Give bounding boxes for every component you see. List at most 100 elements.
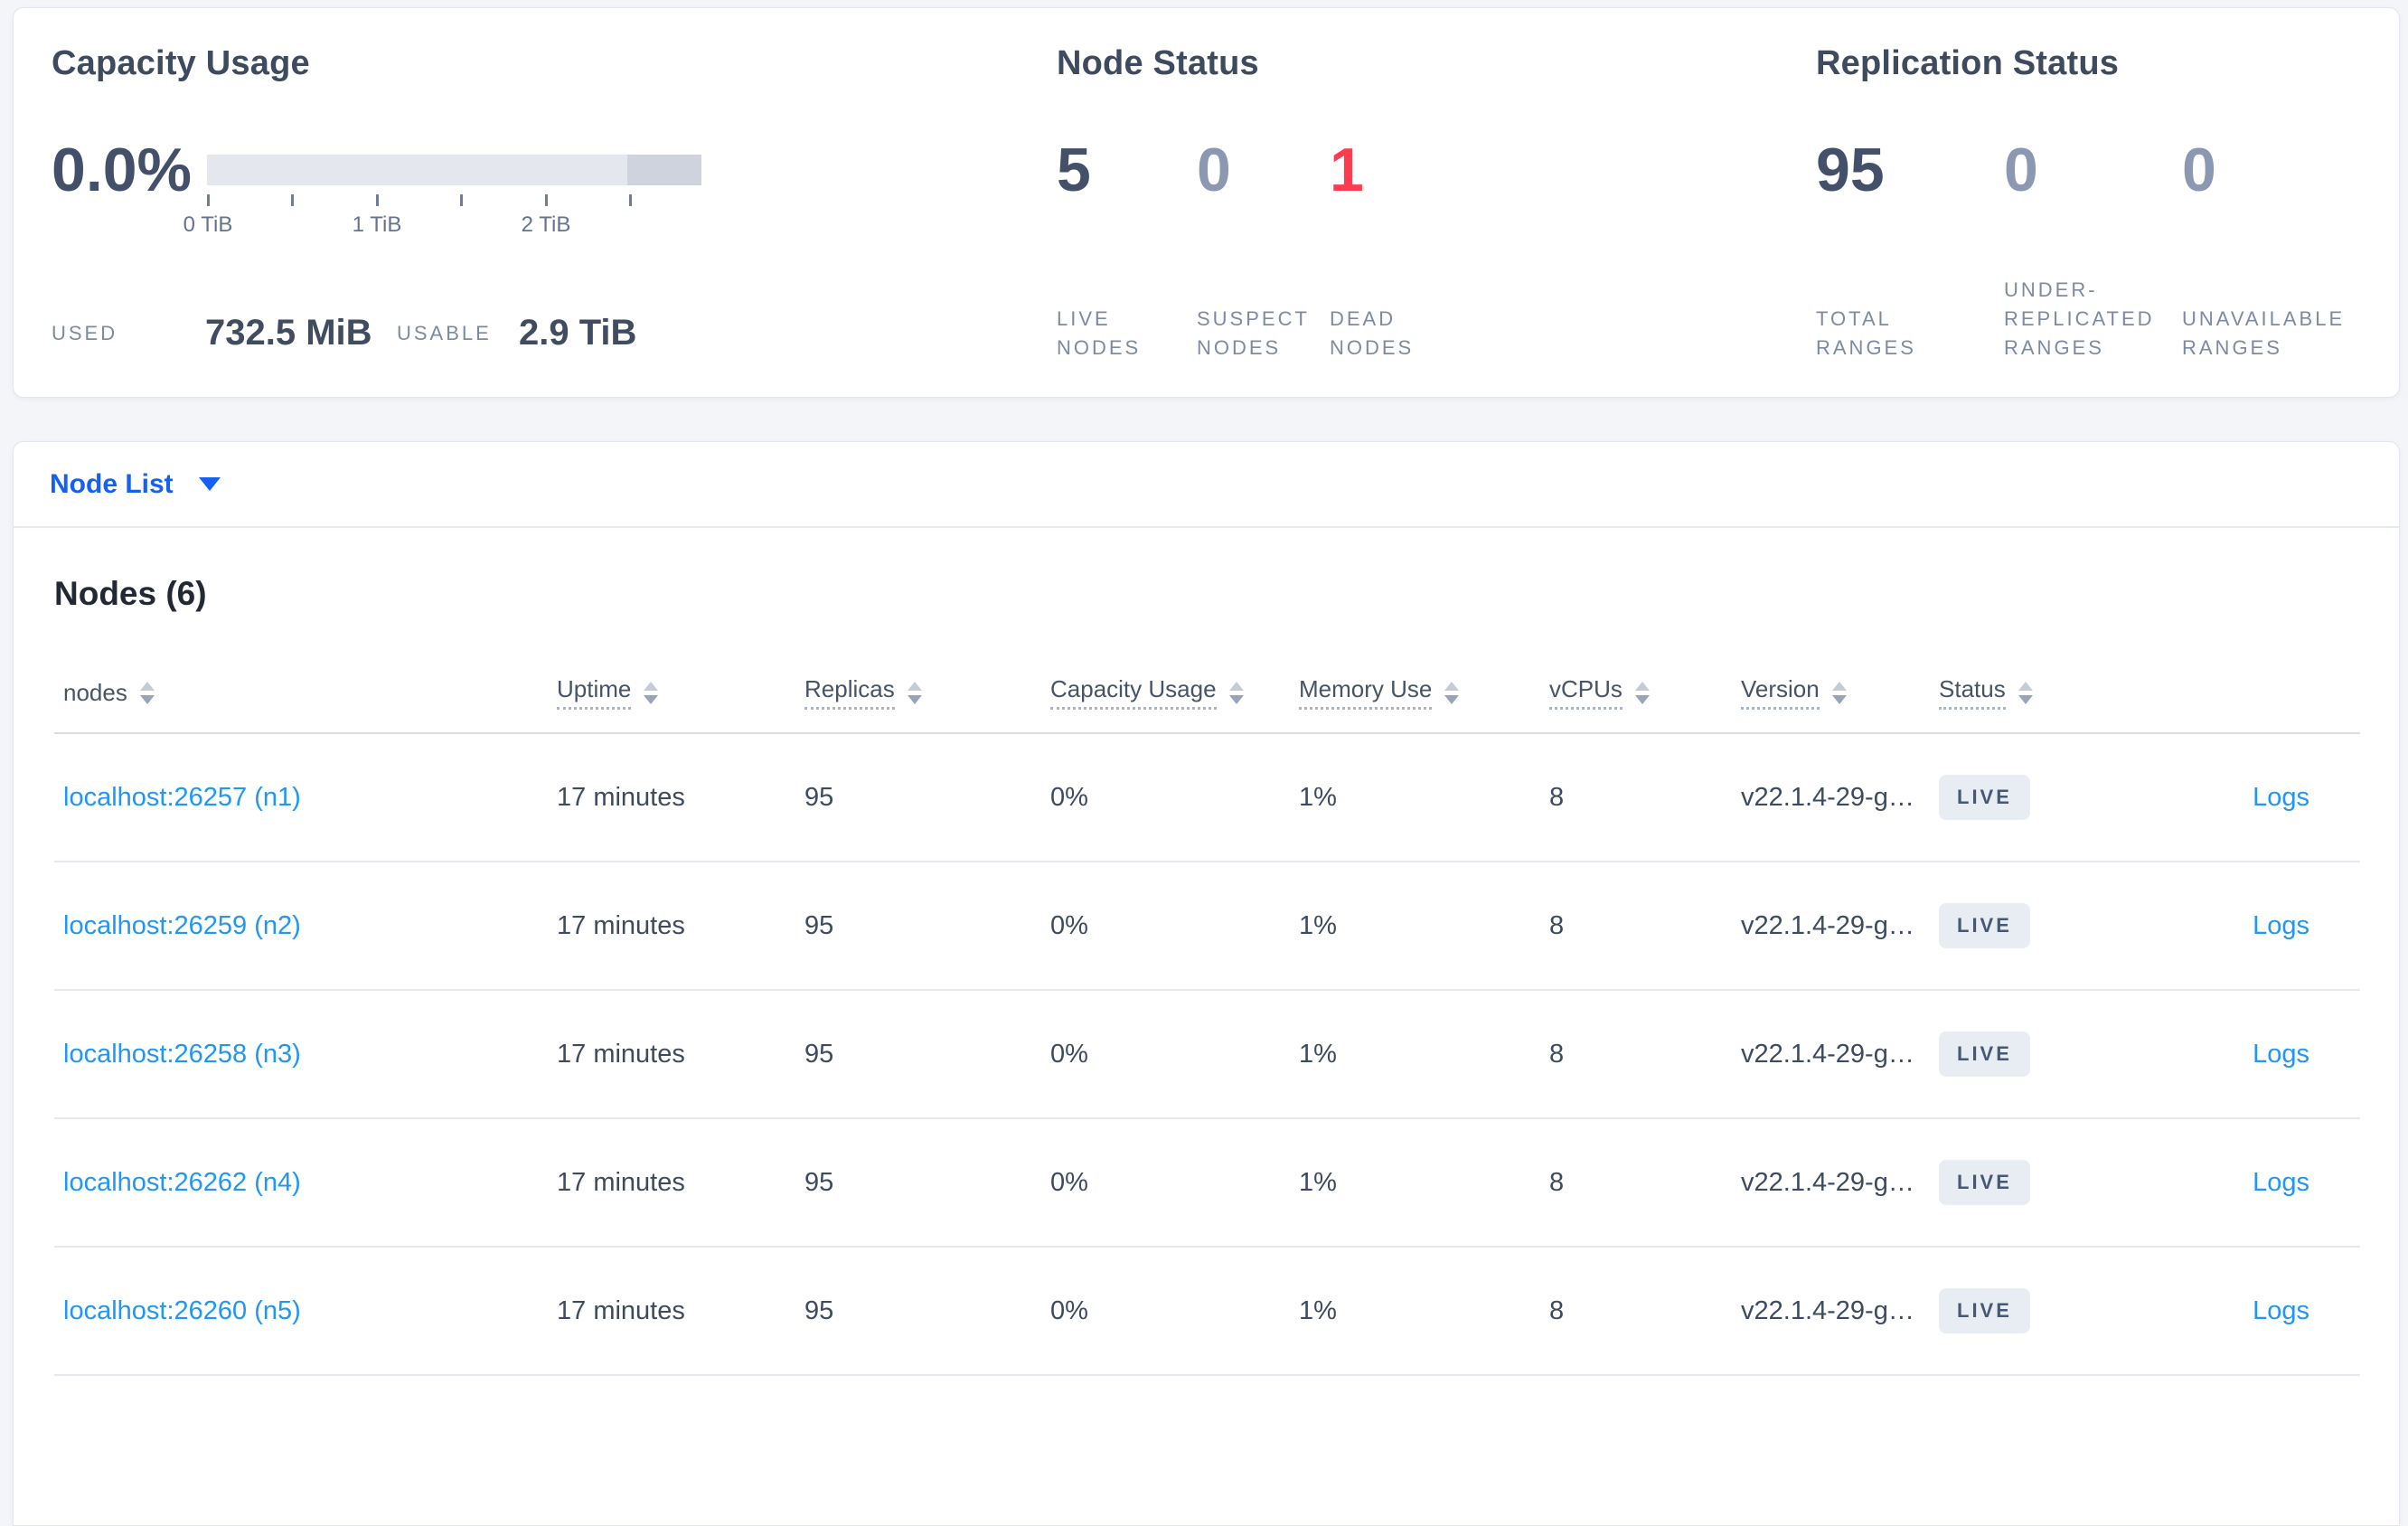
column-header-label: nodes <box>63 678 127 706</box>
column-header-memory[interactable]: Memory Use <box>1299 675 1549 710</box>
sort-icon <box>1228 681 1244 704</box>
axis-tick-label: 2 TiB <box>521 212 571 237</box>
cell-node: localhost:26259 (n2) <box>54 911 557 941</box>
column-header-label: Uptime <box>557 675 632 710</box>
cell-version: v22.1.4-29-g… <box>1741 1295 1914 1325</box>
stat-value: 0 <box>1197 136 1231 204</box>
node-link[interactable]: localhost:26260 (n5) <box>63 1295 301 1325</box>
status-badge: LIVE <box>1939 1031 2030 1077</box>
cell-version: v22.1.4-29-g… <box>1741 910 1914 940</box>
logs-link[interactable]: Logs <box>2253 1167 2309 1197</box>
cluster-summary-panel: Capacity Usage 0.0% 0 TiB 1 TiB 2 TiB US… <box>13 7 2400 398</box>
cell-memory: 1% <box>1299 1295 1337 1325</box>
cell-replicas: 95 <box>804 1167 834 1197</box>
column-header-label: vCPUs <box>1549 675 1623 710</box>
sort-icon <box>907 681 922 704</box>
capacity-bar-track <box>207 155 701 185</box>
used-value: 732.5 MiB <box>205 313 372 353</box>
node-list-panel: Node List Nodes (6) nodes Uptime Replicas C… <box>13 441 2400 1526</box>
stat-value: 0 <box>2004 136 2038 204</box>
table-row: localhost:26257 (n1) 17 minutes 95 0% 1% 8 v22… <box>54 734 2360 862</box>
stat-value: 0 <box>2182 136 2216 204</box>
logs-link[interactable]: Logs <box>2253 1295 2309 1325</box>
node-link[interactable]: localhost:26257 (n1) <box>63 782 301 812</box>
column-header-replicas[interactable]: Replicas <box>804 675 1050 710</box>
cell-logs: Logs <box>2174 1296 2360 1326</box>
cell-capacity: 0% <box>1050 1167 1088 1197</box>
usable-label: USABLE <box>397 321 492 344</box>
status-badge: LIVE <box>1939 775 2030 820</box>
stat-label: DEAD NODES <box>1330 307 1415 359</box>
node-link[interactable]: localhost:26258 (n3) <box>63 1039 301 1069</box>
nodes-table-title: Nodes (6) <box>54 575 207 612</box>
cell-replicas: 95 <box>804 1039 834 1069</box>
column-header-capacity[interactable]: Capacity Usage <box>1050 675 1299 710</box>
table-row: localhost:26259 (n2) 17 minutes 95 0% 1% 8 v22… <box>54 862 2360 991</box>
cell-memory: 1% <box>1299 1039 1337 1069</box>
capacity-bar: 0 TiB 1 TiB 2 TiB <box>183 155 701 237</box>
cell-memory: 1% <box>1299 1167 1337 1197</box>
stat-label: TOTAL RANGES <box>1816 307 1916 359</box>
cell-node: localhost:26257 (n1) <box>54 783 557 813</box>
sort-icon <box>1831 681 1847 704</box>
nodes-table-body: localhost:26257 (n1) 17 minutes 95 0% 1% 8 v22… <box>54 734 2360 1376</box>
logs-link[interactable]: Logs <box>2253 782 2309 812</box>
cell-memory: 1% <box>1299 782 1337 812</box>
cell-version: v22.1.4-29-g… <box>1741 1167 1914 1197</box>
capacity-usage-section: Capacity Usage 0.0% 0 TiB 1 TiB 2 TiB US… <box>52 44 1001 363</box>
axis-tick <box>207 194 210 206</box>
capacity-usage-title: Capacity Usage <box>52 44 310 82</box>
cell-uptime: 17 minutes <box>557 782 685 812</box>
column-header-label: Replicas <box>804 675 895 710</box>
table-row: localhost:26262 (n4) 17 minutes 95 0% 1% 8 v22… <box>54 1119 2360 1248</box>
replication-status-values: 95 0 0 <box>1816 139 2385 201</box>
capacity-gauge: 0.0% 0 TiB 1 TiB 2 TiB <box>52 139 1001 237</box>
cell-node: localhost:26260 (n5) <box>54 1296 557 1326</box>
stat-label: SUSPECT NODES <box>1197 307 1310 359</box>
column-header-uptime[interactable]: Uptime <box>557 675 804 710</box>
cell-logs: Logs <box>2174 1168 2360 1198</box>
node-status-labels: LIVE NODES SUSPECT NODES DEAD NODES <box>1057 305 1492 363</box>
column-header-node[interactable]: nodes <box>54 679 557 707</box>
node-link[interactable]: localhost:26259 (n2) <box>63 910 301 940</box>
cell-status: LIVE <box>1939 1031 2174 1077</box>
cell-version: v22.1.4-29-g… <box>1741 1039 1914 1069</box>
table-row: localhost:26260 (n5) 17 minutes 95 0% 1% 8 v22… <box>54 1248 2360 1376</box>
sort-icon <box>2018 681 2033 704</box>
cell-capacity: 0% <box>1050 910 1088 940</box>
cell-uptime: 17 minutes <box>557 910 685 940</box>
stat-value: 95 <box>1816 136 1885 204</box>
cell-logs: Logs <box>2174 911 2360 941</box>
stat-label: LIVE NODES <box>1057 307 1142 359</box>
cell-logs: Logs <box>2174 783 2360 813</box>
view-selector-dropdown[interactable]: Node List <box>14 442 2399 528</box>
axis-tick-label: 0 TiB <box>183 212 233 237</box>
cell-status: LIVE <box>1939 1288 2174 1333</box>
logs-link[interactable]: Logs <box>2253 910 2309 940</box>
axis-tick <box>629 194 632 206</box>
column-header-label: Status <box>1939 675 2006 710</box>
cell-vcpus: 8 <box>1549 1167 1565 1197</box>
view-selector-label: Node List <box>50 468 174 499</box>
column-header-version[interactable]: Version <box>1741 675 1939 710</box>
node-link[interactable]: localhost:26262 (n4) <box>63 1167 301 1197</box>
nodes-table: nodes Uptime Replicas Capacity Usage Memory … <box>54 653 2360 1376</box>
cell-capacity: 0% <box>1050 782 1088 812</box>
sort-icon <box>1634 681 1650 704</box>
caret-down-icon <box>198 477 221 491</box>
column-header-status[interactable]: Status <box>1939 675 2174 710</box>
logs-link[interactable]: Logs <box>2253 1039 2309 1069</box>
cell-vcpus: 8 <box>1549 910 1565 940</box>
cell-status: LIVE <box>1939 775 2174 820</box>
cell-replicas: 95 <box>804 910 834 940</box>
cell-capacity: 0% <box>1050 1295 1088 1325</box>
cell-status: LIVE <box>1939 903 2174 948</box>
cell-uptime: 17 minutes <box>557 1039 685 1069</box>
axis-tick <box>291 194 294 206</box>
cell-status: LIVE <box>1939 1160 2174 1205</box>
replication-status-labels: TOTAL RANGES UNDER-REPLICATED RANGES UNAVA… <box>1816 276 2372 363</box>
column-header-vcpus[interactable]: vCPUs <box>1549 675 1741 710</box>
axis-tick <box>376 194 379 206</box>
axis-tick-label: 1 TiB <box>352 212 402 237</box>
stat-label: UNAVAILABLE RANGES <box>2182 307 2346 359</box>
